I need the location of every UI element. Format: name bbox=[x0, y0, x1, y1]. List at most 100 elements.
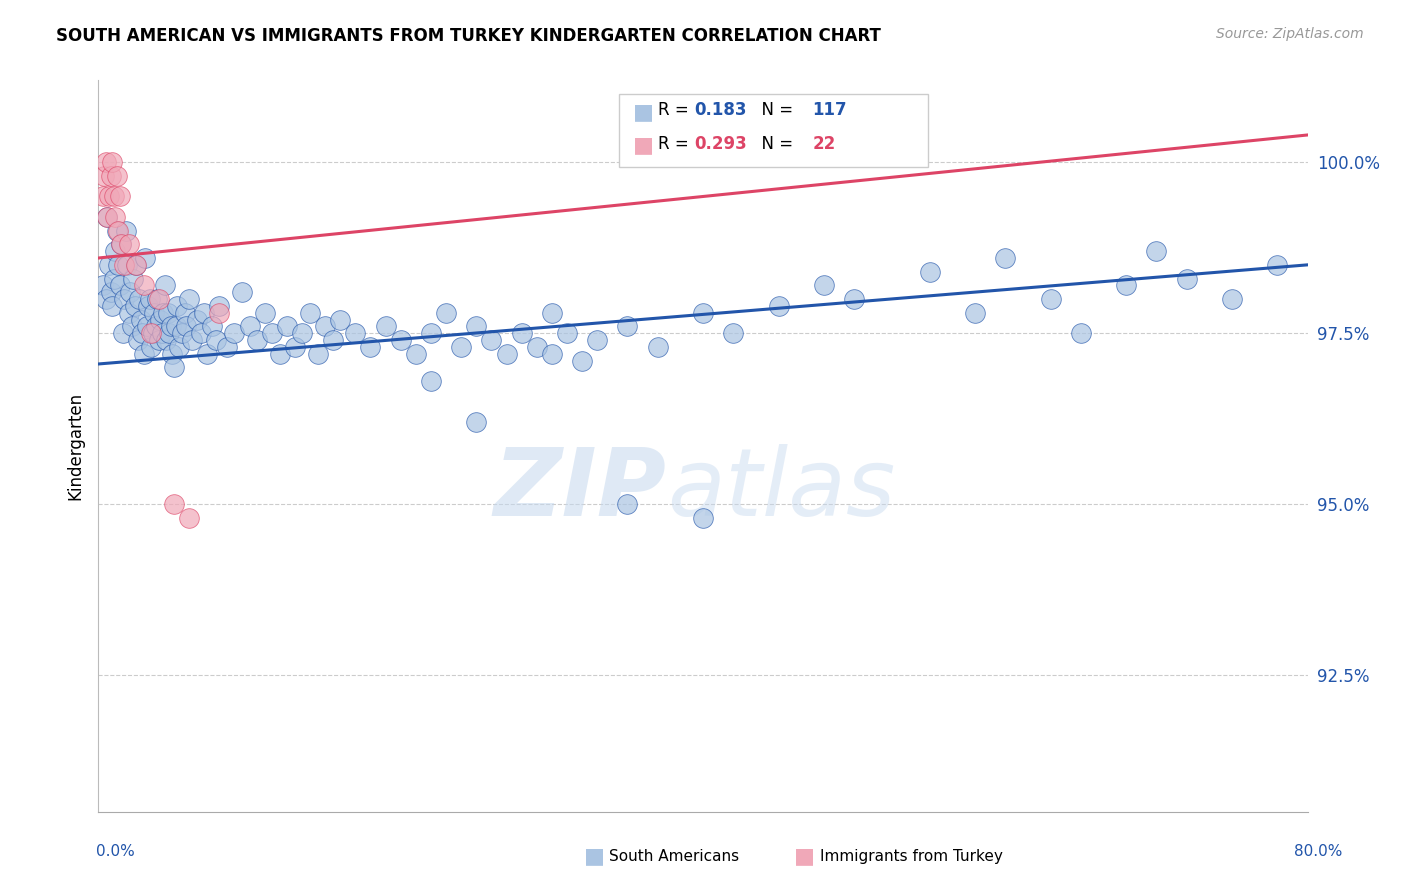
Point bbox=[100, 285, 122, 300]
Point bbox=[136, 299, 159, 313]
Point bbox=[132, 347, 155, 361]
Point bbox=[291, 326, 314, 341]
Point bbox=[112, 292, 135, 306]
Point bbox=[571, 353, 593, 368]
Point bbox=[125, 258, 148, 272]
Point bbox=[239, 319, 262, 334]
Point bbox=[156, 306, 179, 320]
Point bbox=[465, 319, 488, 334]
Point bbox=[201, 319, 224, 334]
Point bbox=[110, 237, 132, 252]
Point bbox=[149, 312, 172, 326]
Point bbox=[114, 224, 136, 238]
Text: ■: ■ bbox=[633, 103, 654, 122]
Point bbox=[253, 306, 276, 320]
Point bbox=[540, 306, 562, 320]
Point bbox=[1039, 292, 1062, 306]
Point bbox=[586, 333, 609, 347]
Text: 0.0%: 0.0% bbox=[96, 845, 135, 859]
Point bbox=[465, 415, 488, 429]
Point bbox=[152, 306, 174, 320]
Point bbox=[94, 292, 117, 306]
Point bbox=[299, 306, 322, 320]
Point bbox=[96, 210, 118, 224]
Point bbox=[107, 258, 129, 272]
Point bbox=[115, 258, 138, 272]
Point bbox=[135, 319, 157, 334]
Text: 0.293: 0.293 bbox=[695, 135, 748, 153]
Point bbox=[994, 251, 1017, 265]
Point bbox=[1267, 258, 1289, 272]
Point bbox=[314, 319, 336, 334]
Point bbox=[98, 258, 121, 272]
Point bbox=[692, 510, 714, 524]
Point bbox=[101, 299, 124, 313]
Point bbox=[1070, 326, 1092, 341]
Point bbox=[91, 278, 114, 293]
Point bbox=[329, 312, 352, 326]
Point bbox=[108, 278, 131, 293]
Point bbox=[420, 326, 443, 341]
Point bbox=[104, 244, 127, 259]
Point bbox=[148, 292, 170, 306]
Point bbox=[107, 224, 129, 238]
Point bbox=[121, 319, 143, 334]
Point bbox=[918, 265, 941, 279]
Text: 0.183: 0.183 bbox=[695, 101, 747, 119]
Point bbox=[322, 333, 344, 347]
Point bbox=[276, 319, 298, 334]
Point bbox=[118, 237, 141, 252]
Point bbox=[166, 299, 188, 313]
Point bbox=[150, 326, 173, 341]
Point bbox=[141, 340, 163, 354]
Y-axis label: Kindergarten: Kindergarten bbox=[66, 392, 84, 500]
Text: ■: ■ bbox=[583, 847, 605, 866]
Point bbox=[510, 326, 533, 341]
Point bbox=[124, 299, 146, 313]
Text: N =: N = bbox=[751, 101, 799, 119]
Point bbox=[163, 360, 186, 375]
Point bbox=[284, 340, 307, 354]
Text: R =: R = bbox=[658, 135, 695, 153]
Point bbox=[108, 189, 131, 203]
Point bbox=[162, 347, 184, 361]
Point bbox=[215, 340, 238, 354]
Point bbox=[145, 319, 167, 334]
Point bbox=[208, 299, 231, 313]
Point bbox=[110, 237, 132, 252]
Point bbox=[103, 189, 125, 203]
Point bbox=[186, 312, 208, 326]
Point bbox=[231, 285, 253, 300]
Text: Source: ZipAtlas.com: Source: ZipAtlas.com bbox=[1216, 27, 1364, 41]
Point bbox=[94, 155, 117, 169]
Point bbox=[540, 347, 562, 361]
Point bbox=[495, 347, 517, 361]
Point bbox=[181, 333, 204, 347]
Point bbox=[153, 278, 176, 293]
Text: 117: 117 bbox=[813, 101, 848, 119]
Point bbox=[344, 326, 367, 341]
Point bbox=[122, 271, 145, 285]
Point bbox=[103, 271, 125, 285]
Text: R =: R = bbox=[658, 101, 695, 119]
Text: N =: N = bbox=[751, 135, 799, 153]
Point bbox=[163, 497, 186, 511]
Point bbox=[481, 333, 503, 347]
Text: 80.0%: 80.0% bbox=[1295, 845, 1343, 859]
Point bbox=[374, 319, 396, 334]
Point bbox=[190, 326, 212, 341]
Text: SOUTH AMERICAN VS IMMIGRANTS FROM TURKEY KINDERGARTEN CORRELATION CHART: SOUTH AMERICAN VS IMMIGRANTS FROM TURKEY… bbox=[56, 27, 882, 45]
Point bbox=[389, 333, 412, 347]
Point bbox=[246, 333, 269, 347]
Point bbox=[127, 333, 149, 347]
Point bbox=[224, 326, 246, 341]
Point bbox=[616, 319, 638, 334]
Point bbox=[723, 326, 745, 341]
Text: 22: 22 bbox=[813, 135, 837, 153]
Point bbox=[526, 340, 548, 354]
Point bbox=[159, 326, 181, 341]
Point bbox=[167, 340, 190, 354]
Point bbox=[120, 285, 142, 300]
Point bbox=[692, 306, 714, 320]
Text: ■: ■ bbox=[794, 847, 815, 866]
